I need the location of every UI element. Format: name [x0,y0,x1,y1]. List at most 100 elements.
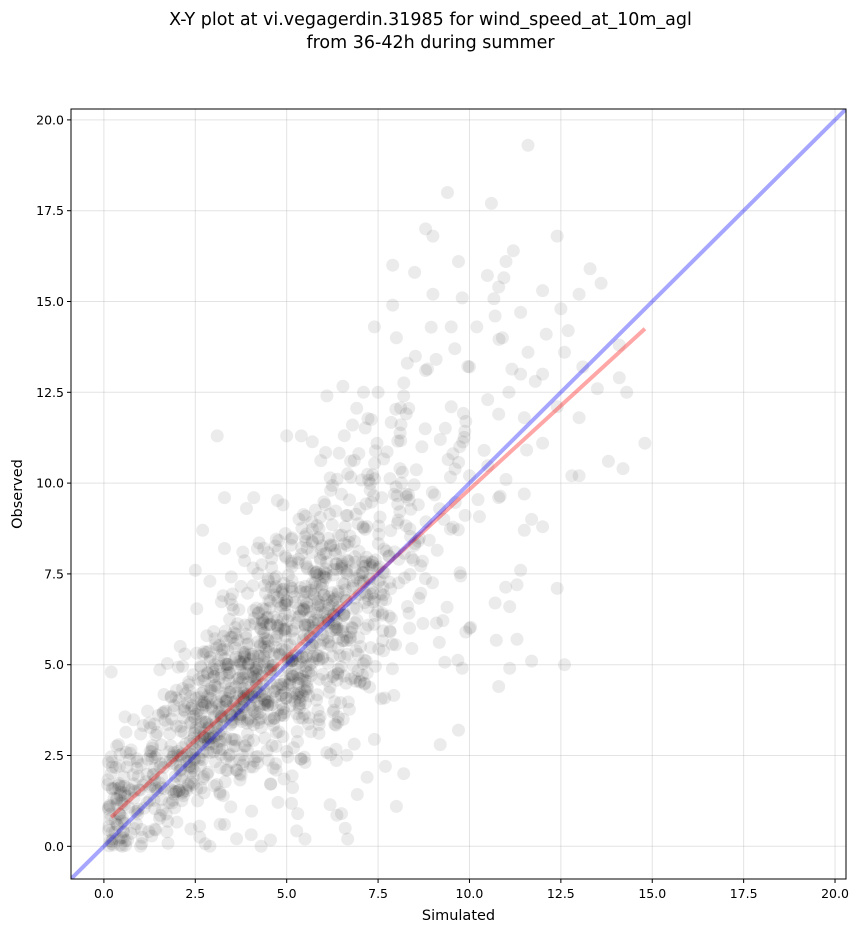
scatter-point [205,662,219,676]
scatter-point [249,750,263,764]
scatter-point [183,716,197,730]
scatter-point [113,759,127,773]
scatter-point [418,572,432,586]
scatter-point [310,693,323,707]
scatter-point [371,385,385,399]
scatter-point [289,649,303,663]
scatter-point [233,708,247,722]
scatter-point [186,770,200,784]
scatter-point [319,562,333,576]
scatter-point [340,634,354,648]
scatter-point [269,763,283,777]
scatter-point [356,566,370,580]
scatter-point [177,703,191,717]
scatter-point [510,578,524,592]
scatter-point [308,576,322,590]
scatter-point [309,636,322,650]
scatter-point [105,834,119,848]
scatter-point [230,686,244,700]
scatter-point [202,735,215,749]
scatter-point [161,814,175,828]
scatter-point [141,752,155,766]
scatter-point [290,725,304,739]
scatter-point [215,700,229,714]
scatter-point [329,504,343,518]
scatter-point [394,434,408,448]
scatter-point [110,739,124,753]
scatter-point [347,453,361,467]
scatter-point [270,626,284,640]
scatter-point [393,505,407,519]
scatter-point [193,819,206,833]
scatter-point [257,655,271,669]
scatter-point [330,808,344,822]
scatter-point [122,782,135,796]
scatter-point [265,739,279,752]
scatter-point [276,612,290,626]
scatter-point [228,739,242,753]
scatter-point [251,756,265,770]
scatter-point [358,653,372,667]
scatter-point [283,638,297,652]
scatter-point [329,742,343,756]
scatter-point [275,583,289,597]
scatter-point [444,400,458,414]
scatter-point [269,640,282,654]
scatter-point [343,631,357,644]
scatter-point [383,575,397,589]
scatter-point [349,674,363,688]
scatter-point [361,618,375,632]
scatter-point [214,748,228,762]
scatter-point [426,576,439,590]
scatter-point [130,752,144,766]
scatter-point [184,690,198,704]
scatter-point [347,737,361,751]
scatter-point [241,586,254,600]
scatter-point [302,666,315,679]
scatter-point [229,627,243,641]
scatter-point [197,695,211,709]
scatter-point [215,643,229,657]
scatter-point [157,688,171,701]
scatter-point [251,686,264,700]
scatter-point [350,571,364,585]
scatter-point [335,487,348,501]
scatter-point [453,566,467,580]
scatter-point [256,616,270,630]
scatter-point [147,761,161,775]
scatter-point [116,824,130,838]
scatter-point [280,594,294,608]
scatter-point [300,600,314,614]
scatter-point [341,467,355,481]
scatter-point [207,745,221,759]
scatter-point [235,675,249,689]
scatter-point [349,644,363,658]
scatter-point [189,721,203,735]
scatter-point [271,795,285,809]
scatter-point [305,576,319,590]
scatter-point [128,784,142,798]
scatter-point [387,688,401,702]
scatter-point [137,801,151,815]
scatter-point [311,530,325,544]
scatter-point [318,498,332,512]
scatter-point [212,672,226,685]
scatter-point [329,718,343,732]
scatter-point [375,594,389,607]
scatter-point [195,701,209,715]
scatter-point [228,621,242,634]
scatter-point [247,649,260,663]
scatter-point [198,837,212,851]
scatter-point [250,707,264,721]
scatter-point [377,644,390,658]
scatter-point [364,587,378,601]
scatter-point [558,345,571,359]
scatter-point [121,789,135,803]
scatter-point [292,701,306,715]
scatter-point [376,580,390,594]
scatter-point [341,695,355,709]
scatter-point [254,622,267,635]
scatter-point [334,696,348,710]
scatter-point [182,683,196,697]
scatter-point [264,663,278,677]
